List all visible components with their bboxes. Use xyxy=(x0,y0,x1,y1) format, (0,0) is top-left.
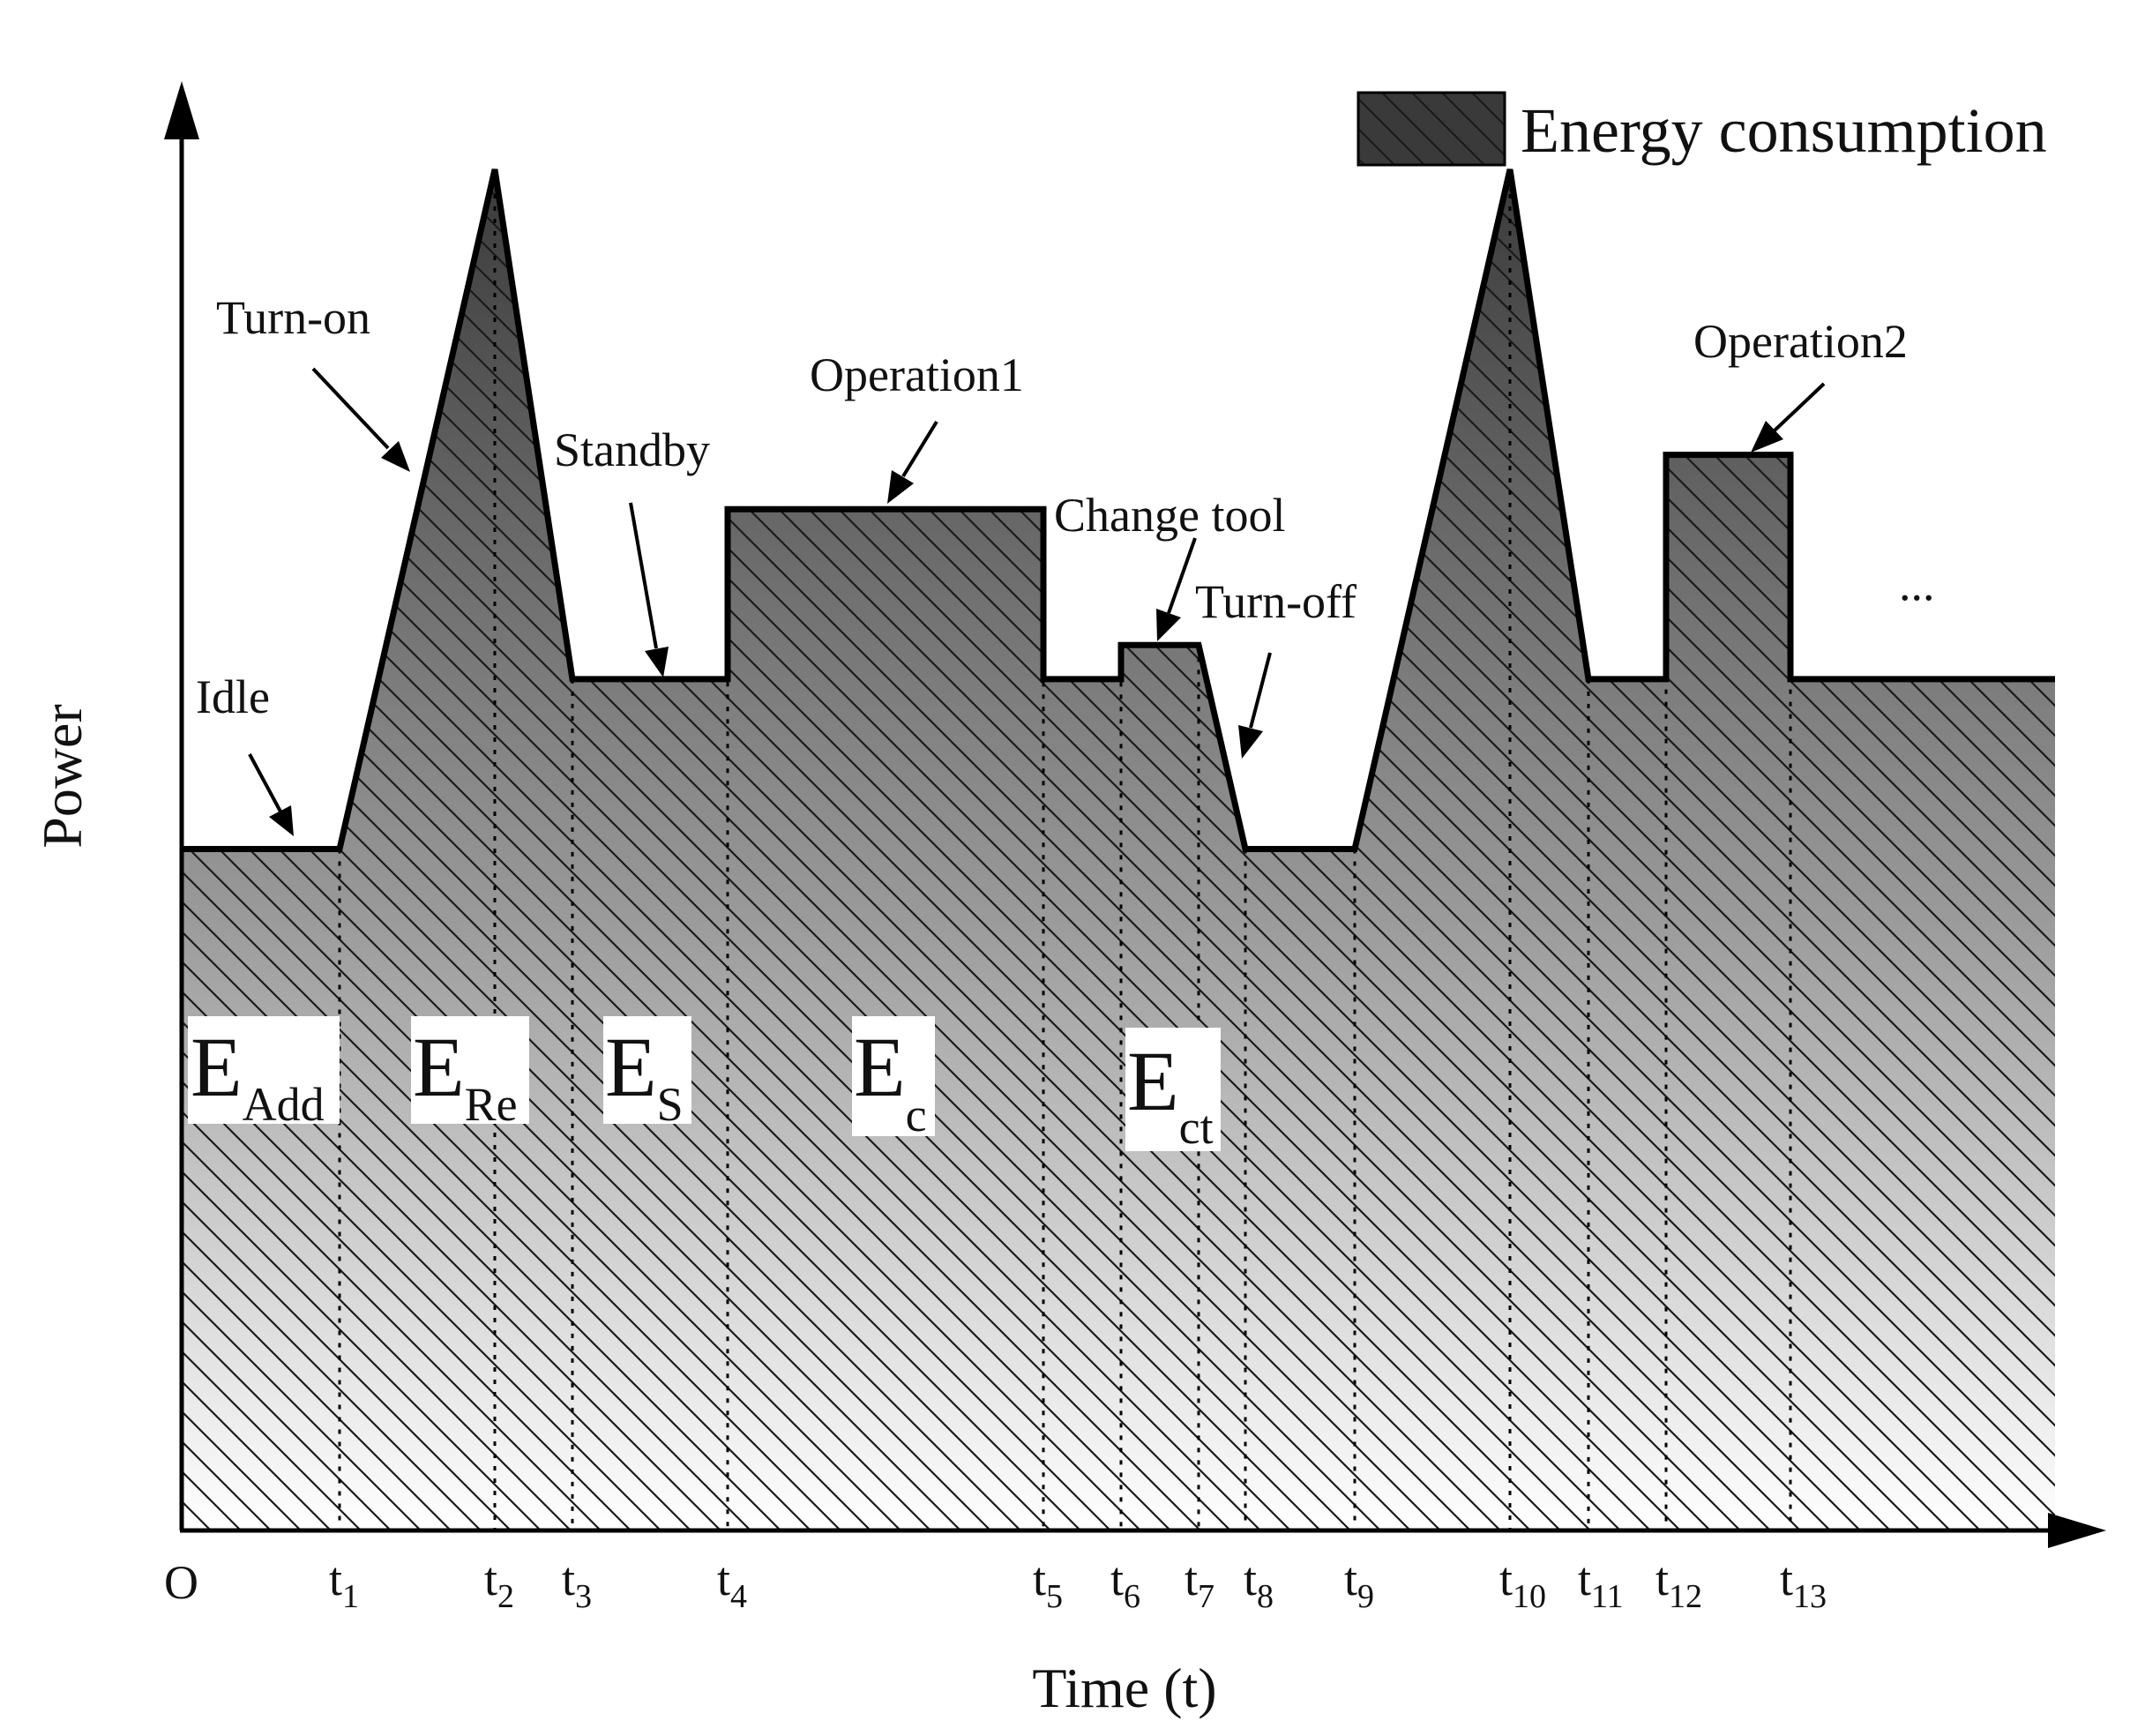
legend: Energy consumption xyxy=(1356,91,2047,167)
e-re-label-bg xyxy=(411,1016,529,1124)
x-tick-label-t3: t3 xyxy=(562,1553,592,1615)
x-tick-labels: t1 t2 t3 t4 t5 t6 t7 t8 t9 t10 t11 t12 t13 xyxy=(329,1553,1827,1615)
standby-arrow-icon xyxy=(629,502,669,677)
e-s-label-bg xyxy=(603,1016,691,1124)
axes xyxy=(164,81,2106,1548)
energy-label-e-s: ES xyxy=(605,1020,684,1131)
origin-label: O xyxy=(164,1556,198,1609)
change-tool-arrow-icon xyxy=(1156,537,1197,641)
x-tick-label-t9: t9 xyxy=(1344,1553,1374,1615)
energy-label-e-ct: Ect xyxy=(1127,1034,1214,1154)
energy-label-e-re: ERe xyxy=(413,1020,518,1131)
x-tick-label-t1: t1 xyxy=(329,1553,359,1615)
power-profile-line xyxy=(182,168,2055,852)
x-tick-label-t8: t8 xyxy=(1244,1553,1274,1615)
x-tick-label-t13: t13 xyxy=(1780,1553,1827,1615)
turn-off-arrow-icon xyxy=(1238,652,1272,759)
y-axis-arrow-icon xyxy=(164,81,199,139)
x-tick-label-t2: t2 xyxy=(484,1553,514,1615)
x-tick-label-t10: t10 xyxy=(1499,1553,1546,1615)
operation2-arrow-icon xyxy=(1751,382,1826,453)
time-marker-lines xyxy=(338,169,1792,1529)
x-axis-title: Time (t) xyxy=(1032,1657,1216,1719)
annotation-turn-off: Turn-off xyxy=(1195,575,1356,628)
operation1-arrow-icon xyxy=(887,420,938,504)
energy-label-e-add: EAdd xyxy=(191,1020,325,1131)
energy-area xyxy=(182,169,2055,1529)
legend-swatch-hatch xyxy=(1356,91,1506,167)
energy-label-e-c: Ec xyxy=(854,1020,927,1141)
y-axis-title: Power xyxy=(31,704,93,849)
e-c-label-bg xyxy=(852,1016,935,1136)
annotation-turn-on: Turn-on xyxy=(216,291,370,344)
e-ct-label-bg xyxy=(1125,1028,1221,1151)
annotation-ellipsis: ... xyxy=(1899,557,1935,610)
annotation-operation1: Operation1 xyxy=(810,348,1024,401)
annotation-operation2: Operation2 xyxy=(1693,315,1908,368)
annotations: Idle Turn-on Standby Operation1 Change t… xyxy=(196,291,1935,723)
annotation-idle: Idle xyxy=(196,670,270,723)
x-axis-arrow-icon xyxy=(2048,1513,2106,1548)
x-tick-label-t6: t6 xyxy=(1110,1553,1140,1615)
legend-label: Energy consumption xyxy=(1521,95,2047,166)
energy-region-labels: EAdd ERe ES Ec Ect xyxy=(188,1016,1221,1154)
x-tick-label-t12: t12 xyxy=(1655,1553,1702,1615)
annotation-arrows xyxy=(248,367,1826,836)
annotation-change-tool: Change tool xyxy=(1054,489,1285,542)
annotation-standby: Standby xyxy=(554,423,710,476)
x-tick-label-t11: t11 xyxy=(1578,1553,1624,1615)
energy-area-hatch xyxy=(182,169,2055,1529)
x-tick-label-t4: t4 xyxy=(717,1553,747,1615)
e-add-label-bg xyxy=(188,1016,340,1124)
idle-arrow-icon xyxy=(248,753,294,836)
x-tick-label-t5: t5 xyxy=(1033,1553,1063,1615)
x-tick-label-t7: t7 xyxy=(1185,1553,1214,1615)
turn-on-arrow-icon xyxy=(311,367,410,472)
